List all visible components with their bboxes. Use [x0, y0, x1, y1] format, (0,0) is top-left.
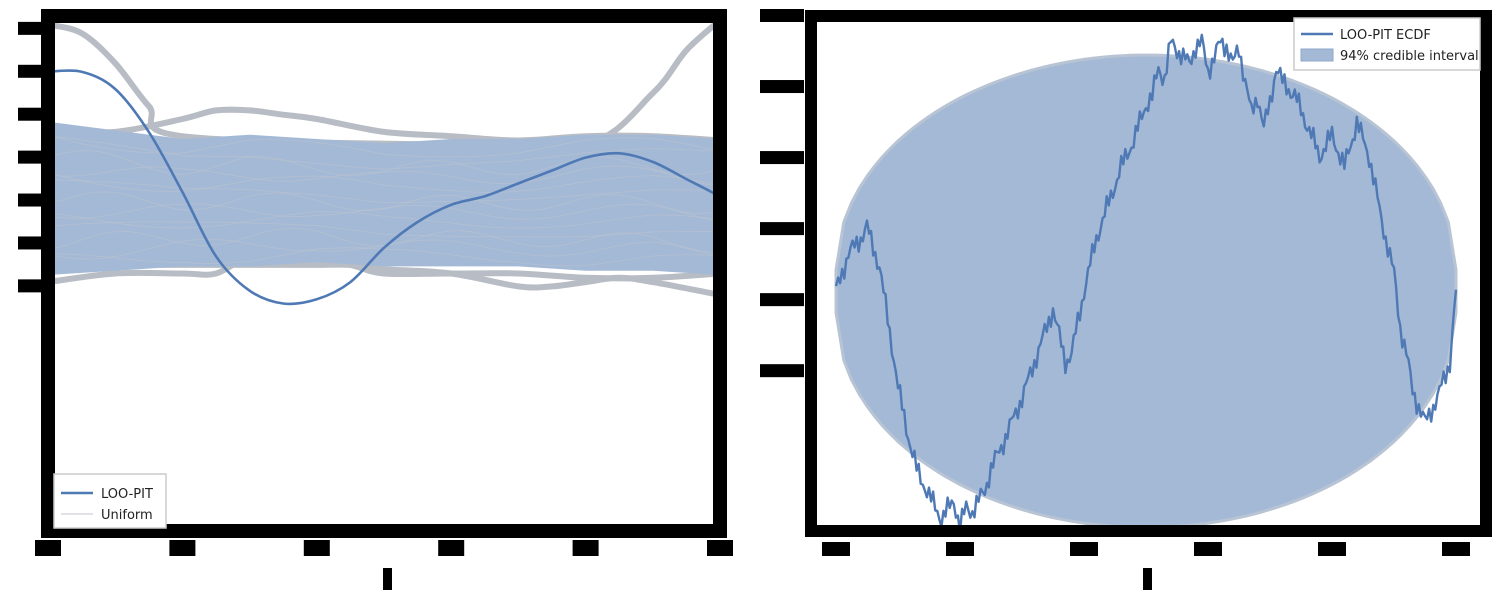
left-axes-frame	[41, 9, 727, 538]
right-y-ticks	[760, 9, 804, 378]
left-y-ticks	[18, 21, 44, 293]
uniform-sample-line	[48, 221, 720, 238]
loo-pit-line-group	[48, 69, 720, 306]
left-x-ticks	[35, 540, 733, 556]
y-tick-mark	[18, 193, 44, 207]
right-panel-loo-pit-ecdf: LOO-PIT ECDF 94% credible interval	[760, 9, 1492, 590]
y-tick-mark	[760, 364, 804, 378]
x-tick-mark	[572, 540, 599, 556]
y-tick-mark	[18, 64, 44, 78]
uniform-sample-line	[48, 211, 720, 229]
ecdf-line-group	[834, 33, 1458, 531]
y-tick-mark	[18, 21, 44, 35]
left-x-axis-label-blot	[383, 568, 392, 590]
uniform-band	[48, 121, 720, 276]
legend-swatch-credible-interval	[1300, 48, 1334, 62]
uniform-sample-line	[48, 191, 720, 214]
y-tick-mark	[760, 151, 804, 165]
right-x-ticks	[822, 542, 1470, 556]
loo-pit-line	[48, 69, 720, 306]
y-tick-mark	[18, 107, 44, 121]
x-tick-mark	[1318, 542, 1346, 556]
x-tick-mark	[822, 542, 850, 556]
x-tick-mark	[35, 540, 61, 556]
left-legend: LOO-PIT Uniform	[53, 473, 167, 529]
y-tick-mark	[18, 279, 44, 293]
credible-interval-group	[834, 53, 1458, 529]
uniform-sample-line	[48, 203, 720, 223]
uniform-sample-line	[48, 165, 720, 187]
credible-interval-band	[834, 53, 1458, 529]
uniform-sample-line	[48, 172, 720, 193]
y-tick-mark	[760, 80, 804, 94]
x-tick-mark	[946, 542, 974, 556]
y-tick-mark	[760, 9, 804, 22]
y-tick-mark	[760, 293, 804, 307]
y-tick-mark	[18, 150, 44, 164]
left-legend-box	[53, 473, 167, 529]
y-tick-mark	[760, 222, 804, 236]
uniform-sample-line	[48, 150, 720, 176]
legend-label-ecdf: LOO-PIT ECDF	[1340, 28, 1431, 43]
x-tick-mark	[438, 540, 465, 556]
uniform-sample-line	[48, 179, 720, 204]
right-legend: LOO-PIT ECDF 94% credible interval	[1293, 17, 1481, 71]
right-axes-frame	[805, 10, 1492, 537]
x-tick-mark	[169, 540, 196, 556]
left-panel-loo-pit: LOO-PIT Uniform	[18, 9, 733, 590]
ecdf-line	[834, 33, 1458, 531]
legend-label-credible-interval: 94% credible interval	[1340, 49, 1479, 64]
x-tick-mark	[1442, 542, 1470, 556]
x-tick-mark	[1070, 542, 1098, 556]
uniform-sample-line	[48, 228, 720, 253]
x-tick-mark	[303, 540, 330, 556]
y-tick-mark	[18, 236, 44, 250]
right-x-axis-label-blot	[1143, 568, 1152, 590]
legend-label-loo-pit: LOO-PIT	[101, 487, 153, 502]
legend-label-uniform: Uniform	[101, 508, 153, 523]
x-tick-mark	[1194, 542, 1222, 556]
x-tick-mark	[707, 540, 733, 556]
uniform-band-group	[48, 121, 720, 276]
